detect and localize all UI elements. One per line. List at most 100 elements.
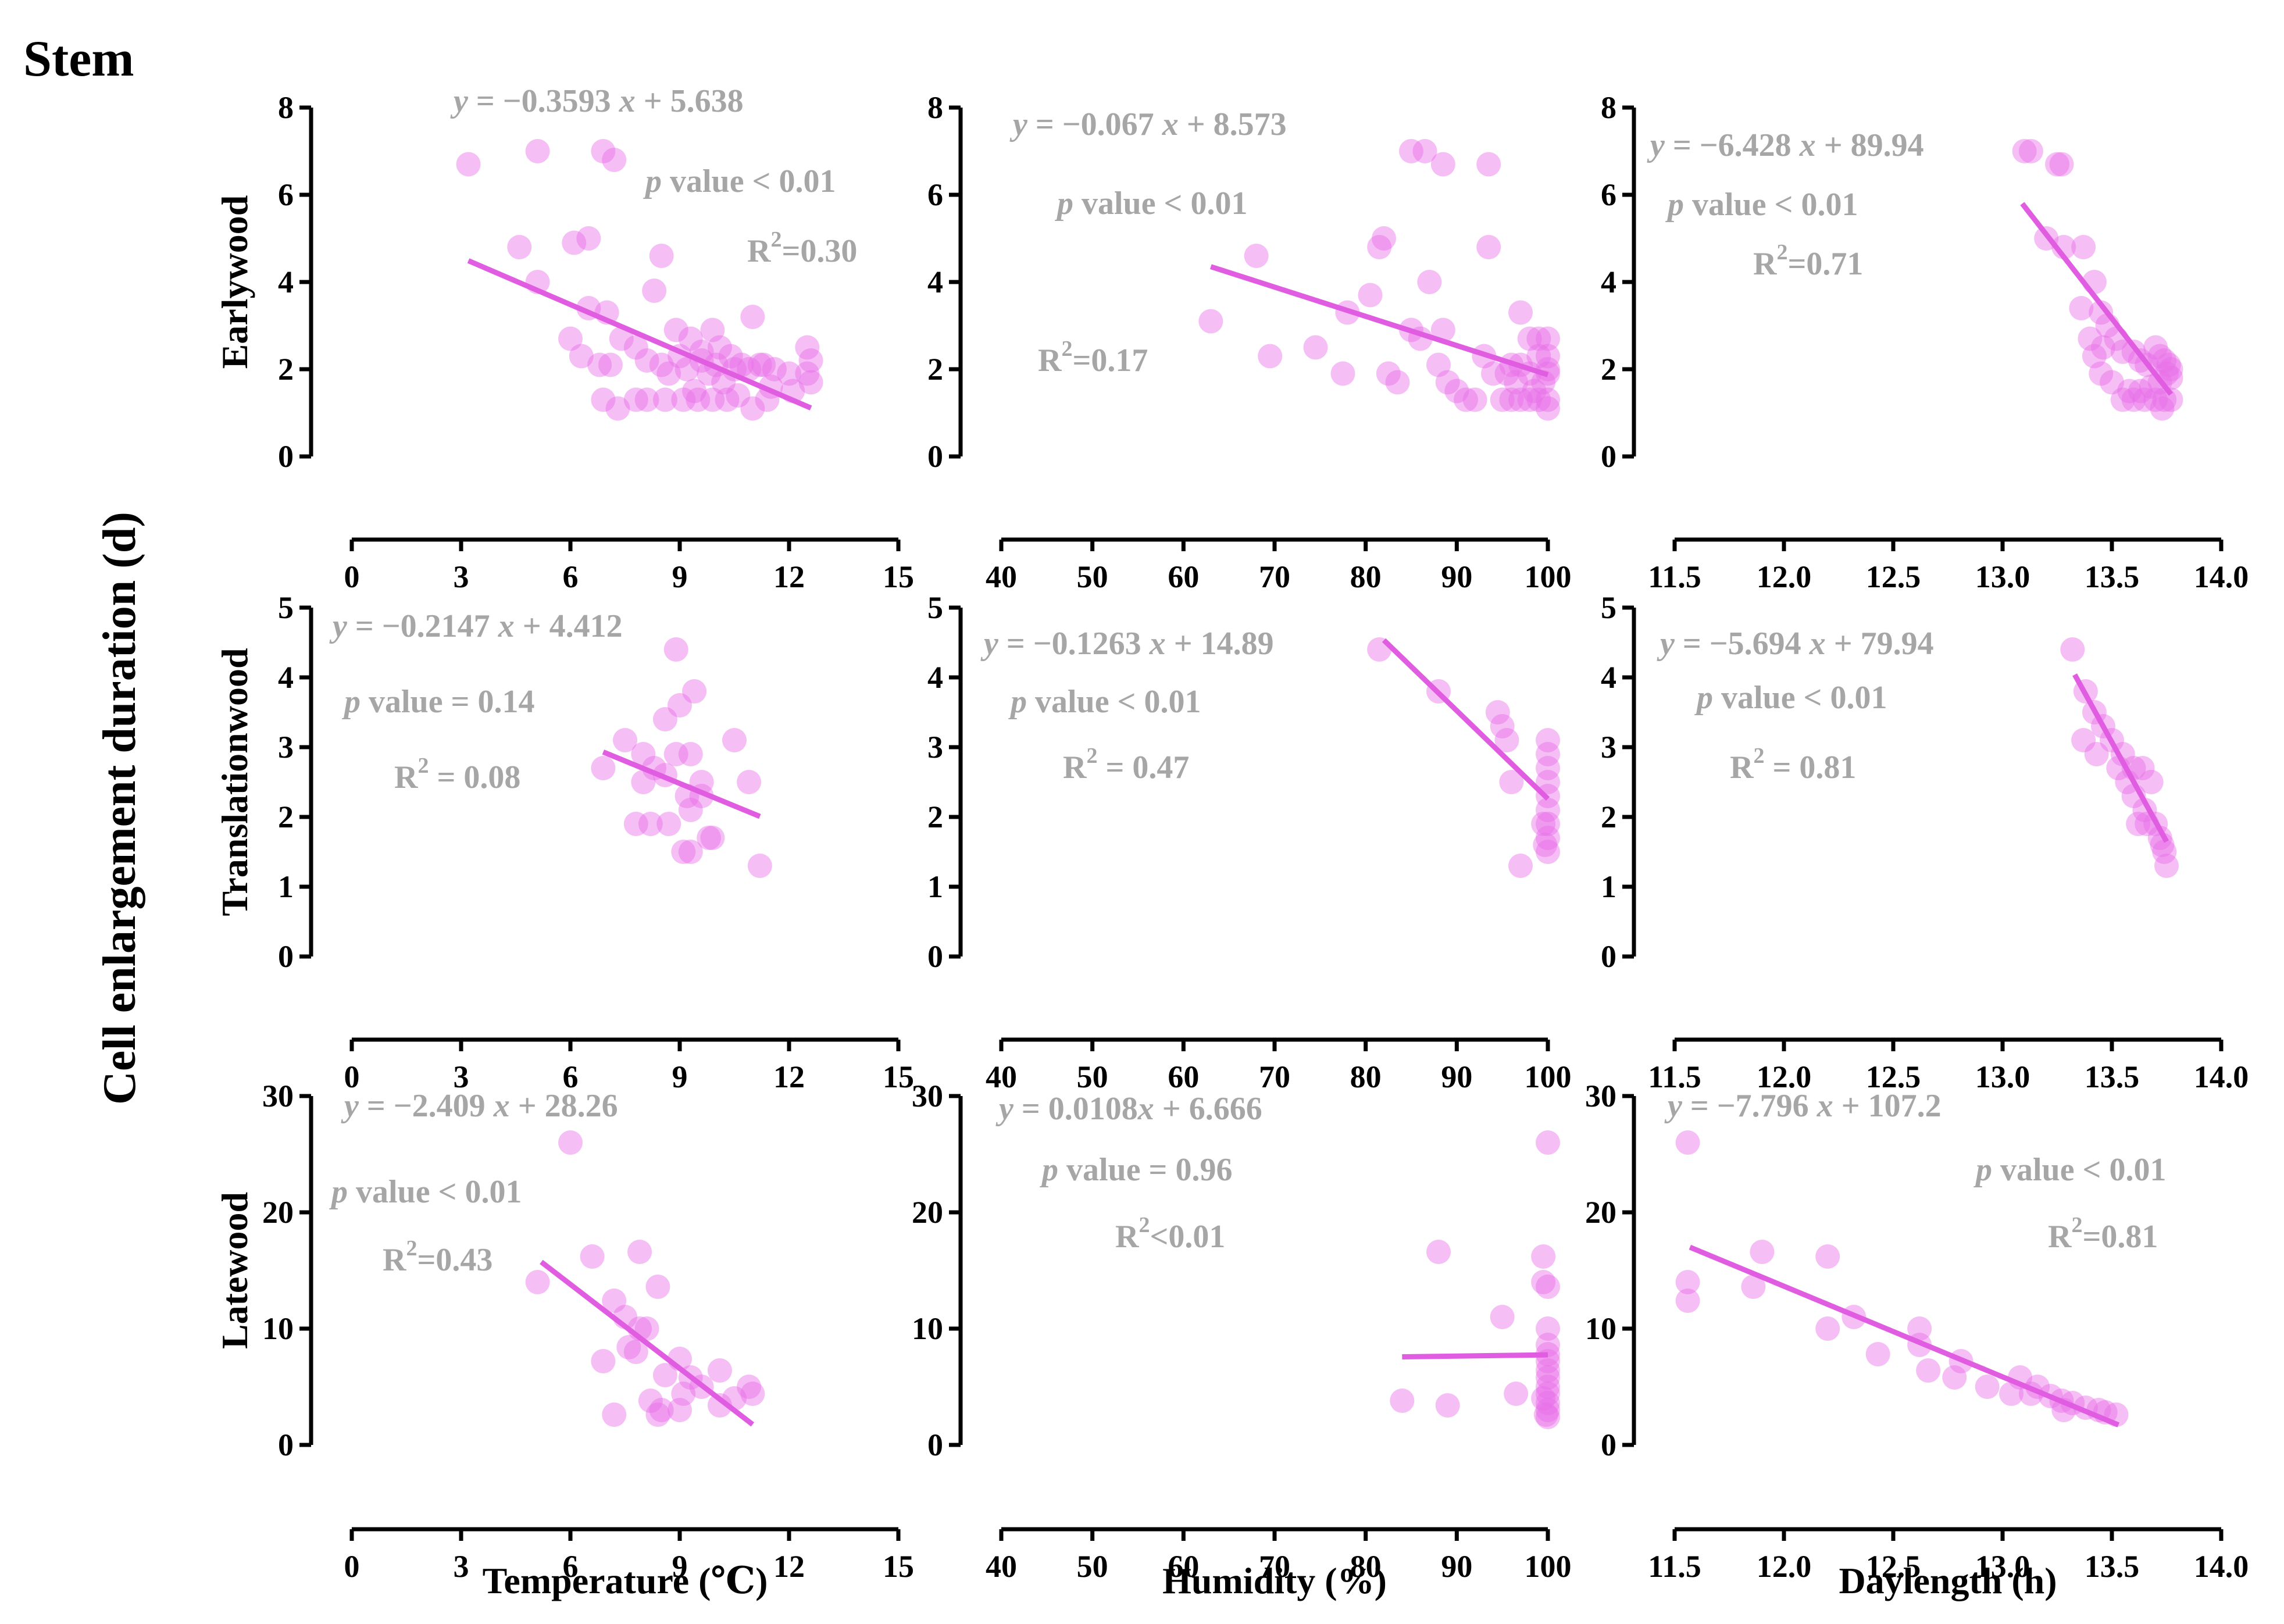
equation-part: x <box>493 1088 510 1124</box>
y-tick-label: 10 <box>1585 1311 1616 1346</box>
data-point <box>558 326 583 351</box>
data-point <box>671 387 696 412</box>
y-tick-label: 2 <box>927 352 943 387</box>
data-point <box>1430 317 1455 342</box>
data-point <box>2132 387 2157 412</box>
equation-part: = −0.3593 <box>468 83 619 119</box>
equation-part: + 5.638 <box>636 83 744 119</box>
y-tick-label: 2 <box>278 352 294 387</box>
data-point <box>707 335 732 360</box>
y-tick-label: 30 <box>1585 1079 1616 1113</box>
equation-label: y = −0.3593 x + 5.638 <box>450 83 744 119</box>
data-point <box>1372 226 1396 251</box>
data-point <box>1358 283 1383 308</box>
data-point <box>2158 357 2183 381</box>
data-point <box>1536 1333 1560 1357</box>
equation-part: = −5.694 <box>1675 626 1810 662</box>
data-point <box>591 139 616 163</box>
data-point <box>1533 1402 1558 1427</box>
panel-translationwood-2: 0 1 2 3 4 5 40 50 60 70 80 90 100 y = −0.1263 x + 14.… <box>927 590 1572 1094</box>
data-point <box>663 637 688 662</box>
equation-part: + 6.666 <box>1154 1091 1262 1127</box>
panel-latewood-3: 0 10 20 30 11.5 12.0 12.5 13.0 13.5 14.0 y = −7.79… <box>1585 1079 2249 1601</box>
regression-line <box>540 1259 755 1427</box>
data-point <box>762 357 787 381</box>
x-tick-label: 12 <box>773 559 805 594</box>
data-point <box>1999 1382 2024 1406</box>
data-point <box>2147 344 2172 369</box>
y-tick-label: 4 <box>278 265 294 299</box>
x-tick-label: 60 <box>1168 1059 1199 1094</box>
data-point <box>2078 326 2103 351</box>
data-point <box>602 148 627 172</box>
data-point <box>2018 139 2043 163</box>
p-value-text: value < 0.01 <box>1027 684 1201 720</box>
data-point <box>1942 1365 1967 1390</box>
x-tick-label: 6 <box>563 559 579 594</box>
p-value-symbol: p <box>329 1174 348 1210</box>
data-point <box>1675 1289 1700 1313</box>
data-point <box>1430 152 1455 177</box>
data-point <box>2143 387 2168 412</box>
p-value-label: p value < 0.01 <box>643 163 836 199</box>
x-tick-label: 0 <box>344 1549 360 1584</box>
equation-part: + 107.2 <box>1833 1088 1942 1124</box>
equation-part: y <box>1647 127 1665 163</box>
y-tick-label: 8 <box>1601 90 1616 125</box>
p-value-label: p value < 0.01 <box>1055 185 1247 222</box>
r-squared-exponent: 2 <box>1753 744 1764 768</box>
data-point <box>795 335 820 360</box>
r-squared-exponent: 2 <box>406 1236 417 1261</box>
r-squared-symbol: R <box>383 1242 406 1278</box>
data-point <box>1426 1240 1451 1264</box>
data-point <box>726 383 751 408</box>
data-point <box>2082 344 2107 369</box>
p-value-text: value < 0.01 <box>662 163 836 199</box>
equation-part: y <box>1664 1088 1683 1124</box>
data-point <box>2152 840 2177 864</box>
x-tick-label: 11.5 <box>1648 1549 1701 1584</box>
equation-part: y <box>329 608 348 644</box>
y-tick-label: 10 <box>262 1311 294 1346</box>
data-point <box>2049 152 2074 177</box>
data-point <box>623 1340 648 1364</box>
data-point <box>798 370 823 395</box>
data-point <box>700 387 725 412</box>
r-squared-value: =0.30 <box>781 233 857 269</box>
y-tick-label: 4 <box>1601 265 1616 299</box>
equation-part: = −2.409 <box>359 1088 494 1124</box>
data-point <box>1536 396 1560 421</box>
data-point <box>2143 335 2168 360</box>
y-tick-label: 1 <box>927 869 943 904</box>
r-squared-label: R2 = 0.08 <box>394 754 520 795</box>
p-value-label: p value < 0.01 <box>1694 680 1887 716</box>
data-point <box>1517 326 1542 351</box>
panel-earlywood-2: 0 2 4 6 8 40 50 60 70 80 90 100 y = −0.067 x + 8.573… <box>927 90 1572 594</box>
data-point <box>1536 770 1560 794</box>
data-point <box>576 226 601 251</box>
data-point <box>1526 326 1551 351</box>
x-tick-label: 14.0 <box>2194 1059 2249 1094</box>
data-point <box>1865 1342 1890 1366</box>
equation-part: + 14.89 <box>1166 626 1274 662</box>
x-tick-label: 15 <box>883 1549 914 1584</box>
equation-part: y <box>1657 626 1675 662</box>
y-tick-label: 2 <box>278 799 294 834</box>
data-point <box>1330 361 1355 386</box>
data-point <box>562 230 587 255</box>
data-point <box>1907 1316 1932 1341</box>
y-tick-label: 6 <box>927 177 943 212</box>
equation-part: = 0.0108 <box>1013 1091 1138 1127</box>
equation-part: y <box>980 626 999 662</box>
r-squared-symbol: R <box>747 233 771 269</box>
y-tick-label: 3 <box>278 730 294 765</box>
x-tick-label: 60 <box>1168 1549 1199 1584</box>
r-squared-symbol: R <box>1063 749 1087 786</box>
p-value-symbol: p <box>1008 684 1027 720</box>
data-point <box>2110 340 2135 364</box>
r-squared-label: R2 = 0.47 <box>1063 744 1189 786</box>
data-point <box>678 326 703 351</box>
data-point <box>1476 235 1501 259</box>
p-value-label: p value < 0.01 <box>1665 187 1858 223</box>
y-tick-label: 0 <box>1601 939 1616 974</box>
